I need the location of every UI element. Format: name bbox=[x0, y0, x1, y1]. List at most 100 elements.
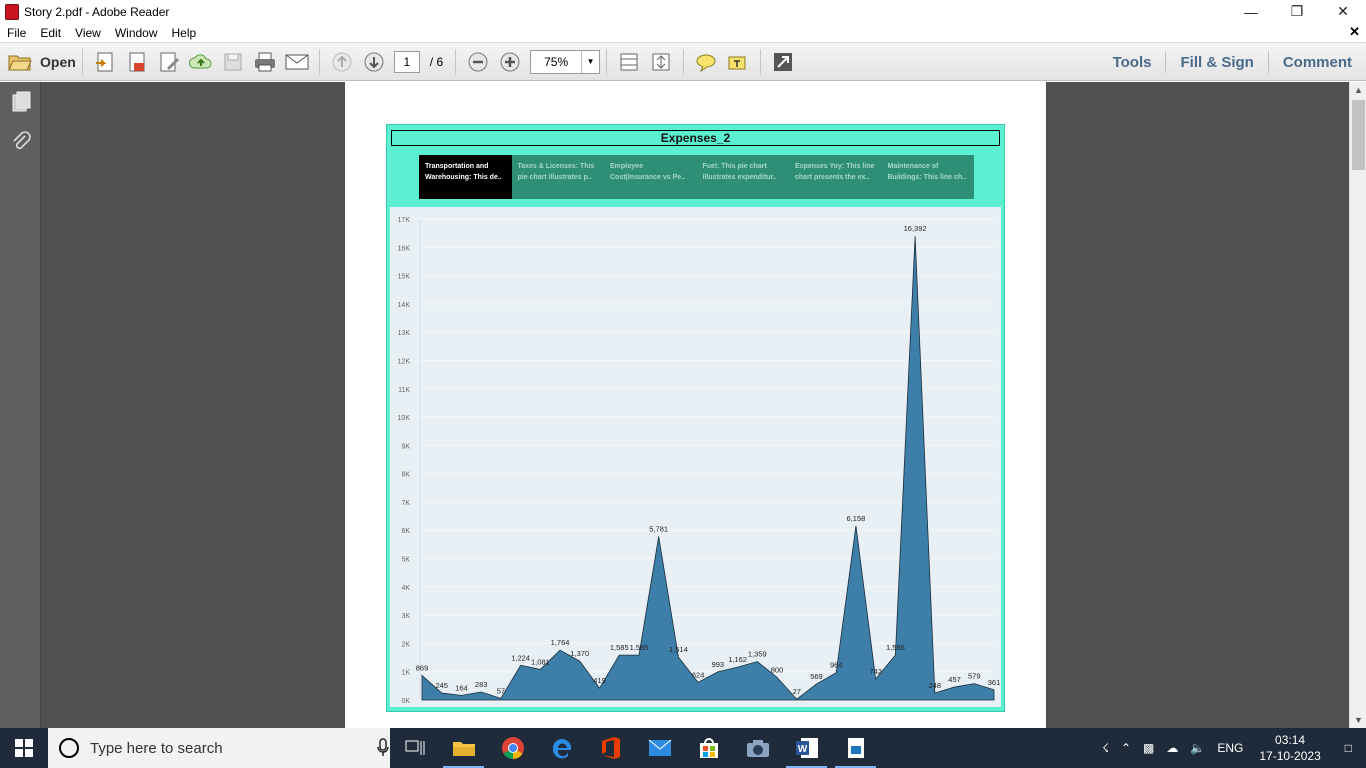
story-tabs: Transportation and Warehousing: This de.… bbox=[419, 155, 974, 199]
story-tab-taxes[interactable]: Taxes & Licenses: This pie chart illustr… bbox=[511, 155, 604, 199]
document-area: Expenses_2 Transportation and Warehousin… bbox=[41, 82, 1349, 728]
scroll-thumb[interactable] bbox=[1352, 100, 1365, 170]
comment-link[interactable]: Comment bbox=[1282, 53, 1352, 71]
menu-file[interactable]: File bbox=[7, 25, 27, 40]
fill-sign-link[interactable]: Fill & Sign bbox=[1180, 53, 1254, 71]
page-thumbnails-icon[interactable] bbox=[0, 82, 41, 122]
word-icon-glyph: W bbox=[797, 744, 807, 755]
data-label: 1,585 bbox=[886, 643, 905, 652]
photos-icon[interactable] bbox=[831, 728, 880, 768]
sticky-note-icon[interactable] bbox=[692, 48, 720, 76]
minimize-button[interactable]: — bbox=[1244, 3, 1258, 20]
microphone-icon[interactable] bbox=[376, 738, 390, 758]
export-pdf-icon[interactable] bbox=[123, 48, 151, 76]
system-tray: ☇ ⌃ ▩ ☁ 🔈 ENG 03:14 17-10-2023 □ bbox=[1096, 728, 1366, 768]
y-tick-label: 5K bbox=[401, 557, 410, 564]
y-tick-label: 1K bbox=[401, 670, 410, 677]
menu-window[interactable]: Window bbox=[114, 25, 158, 40]
chevron-down-icon[interactable]: ▼ bbox=[581, 50, 599, 73]
zoom-out-icon[interactable] bbox=[464, 48, 492, 76]
data-label: 248 bbox=[929, 681, 942, 690]
data-label: 6,158 bbox=[847, 514, 866, 523]
show-hidden-icons[interactable]: ⌃ bbox=[1120, 741, 1132, 755]
y-tick-label: 13K bbox=[398, 330, 411, 337]
full-screen-icon[interactable] bbox=[769, 48, 797, 76]
task-view-icon[interactable] bbox=[390, 728, 439, 768]
data-label: 16,392 bbox=[904, 224, 927, 233]
fit-width-icon[interactable] bbox=[615, 48, 643, 76]
chrome-icon[interactable] bbox=[488, 728, 537, 768]
volume-icon[interactable]: 🔈 bbox=[1190, 741, 1206, 755]
scroll-down-icon[interactable]: ▼ bbox=[1354, 715, 1363, 725]
vertical-scrollbar[interactable]: ▲ ▼ bbox=[1349, 82, 1366, 728]
taskbar-search-box[interactable]: Type here to search bbox=[48, 728, 390, 768]
y-tick-label: 17K bbox=[398, 217, 411, 224]
save-icon[interactable] bbox=[219, 48, 247, 76]
data-label: 1,224 bbox=[511, 653, 530, 662]
email-icon[interactable] bbox=[283, 48, 311, 76]
menu-view[interactable]: View bbox=[75, 25, 101, 40]
menu-edit[interactable]: Edit bbox=[40, 25, 62, 40]
toolbar-right-links: Tools Fill & Sign Comment bbox=[1099, 43, 1366, 81]
maximize-button[interactable]: ❐ bbox=[1290, 3, 1304, 19]
edge-icon[interactable] bbox=[537, 728, 586, 768]
chart-area: 0K 1K 2K 3K 4K 5K 6K 7K 8K 9K 10K 11K 12K 13K 14K 15K 16… bbox=[390, 207, 1001, 707]
menu-help[interactable]: Help bbox=[171, 25, 197, 40]
y-tick-label: 4K bbox=[401, 585, 410, 592]
page-total: / 6 bbox=[429, 54, 444, 69]
previous-page-icon[interactable] bbox=[328, 48, 356, 76]
y-tick-label: 3K bbox=[401, 613, 410, 620]
data-label: 1,162 bbox=[728, 655, 747, 664]
data-label: 164 bbox=[455, 683, 468, 692]
data-label: 57 bbox=[497, 686, 505, 695]
open-button[interactable]: Open bbox=[8, 52, 76, 72]
language-indicator[interactable]: ENG bbox=[1217, 741, 1244, 755]
area-chart: 0K 1K 2K 3K 4K 5K 6K 7K 8K 9K 10K 11K 12K 13K 14K 15K 16… bbox=[398, 217, 1001, 705]
data-label: 964 bbox=[830, 661, 843, 670]
upload-cloud-icon[interactable] bbox=[187, 48, 215, 76]
close-button[interactable]: ✕ bbox=[1337, 3, 1349, 19]
network-icon[interactable]: ▩ bbox=[1143, 741, 1155, 755]
story-tab-transportation[interactable]: Transportation and Warehousing: This de.… bbox=[419, 155, 512, 199]
camera-icon[interactable] bbox=[733, 728, 782, 768]
notifications-icon[interactable]: □ bbox=[1344, 741, 1352, 755]
zoom-select[interactable]: 75% ▼ bbox=[530, 49, 601, 74]
fit-page-icon[interactable] bbox=[647, 48, 675, 76]
create-pdf-icon[interactable] bbox=[91, 48, 119, 76]
people-icon[interactable]: ☇ bbox=[1102, 741, 1109, 755]
word-icon[interactable]: W bbox=[782, 728, 831, 768]
data-label: 1,514 bbox=[669, 645, 688, 654]
tools-link[interactable]: Tools bbox=[1112, 53, 1152, 71]
print-icon[interactable] bbox=[251, 48, 279, 76]
file-explorer-icon[interactable] bbox=[439, 728, 488, 768]
onedrive-icon[interactable]: ☁ bbox=[1166, 741, 1179, 755]
data-label: 1,359 bbox=[748, 650, 767, 659]
story-tab-fuel[interactable]: Fuel: This pie chart illustrates expendi… bbox=[696, 155, 789, 199]
scroll-up-icon[interactable]: ▲ bbox=[1354, 85, 1363, 95]
folder-icon bbox=[8, 55, 32, 70]
clock[interactable]: 03:14 17-10-2023 bbox=[1249, 732, 1330, 764]
next-page-icon[interactable] bbox=[360, 48, 388, 76]
data-label: 742 bbox=[869, 667, 882, 676]
adobe-reader-icon bbox=[5, 3, 19, 20]
mail-icon[interactable] bbox=[635, 728, 684, 768]
data-label: 361 bbox=[988, 678, 1001, 687]
store-icon[interactable] bbox=[684, 728, 733, 768]
data-label: 993 bbox=[712, 660, 725, 669]
story-tab-employee-cost[interactable]: Employee Cost(Insurance vs Pe.. bbox=[604, 155, 697, 199]
clock-date: 17-10-2023 bbox=[1259, 749, 1321, 763]
story-tab-maintenance[interactable]: Maintenance of Buildings: This line ch.. bbox=[881, 155, 974, 199]
close-document-icon[interactable]: ✕ bbox=[1349, 24, 1360, 39]
edit-pdf-icon[interactable] bbox=[155, 48, 183, 76]
attachments-icon[interactable] bbox=[0, 122, 41, 162]
highlight-text-icon[interactable] bbox=[724, 48, 752, 76]
page-number-input[interactable]: 1 bbox=[393, 50, 420, 73]
zoom-in-icon[interactable] bbox=[496, 48, 524, 76]
data-label: 800 bbox=[771, 665, 784, 674]
windows-start-icon[interactable] bbox=[0, 728, 48, 768]
office-icon[interactable] bbox=[586, 728, 635, 768]
story-tab-expenses-yoy[interactable]: Expenses Yoy: This line chart presents t… bbox=[789, 155, 882, 199]
area-series[interactable] bbox=[421, 236, 995, 701]
dashboard-frame: Expenses_2 Transportation and Warehousin… bbox=[386, 124, 1005, 712]
data-label: 27 bbox=[793, 687, 801, 696]
